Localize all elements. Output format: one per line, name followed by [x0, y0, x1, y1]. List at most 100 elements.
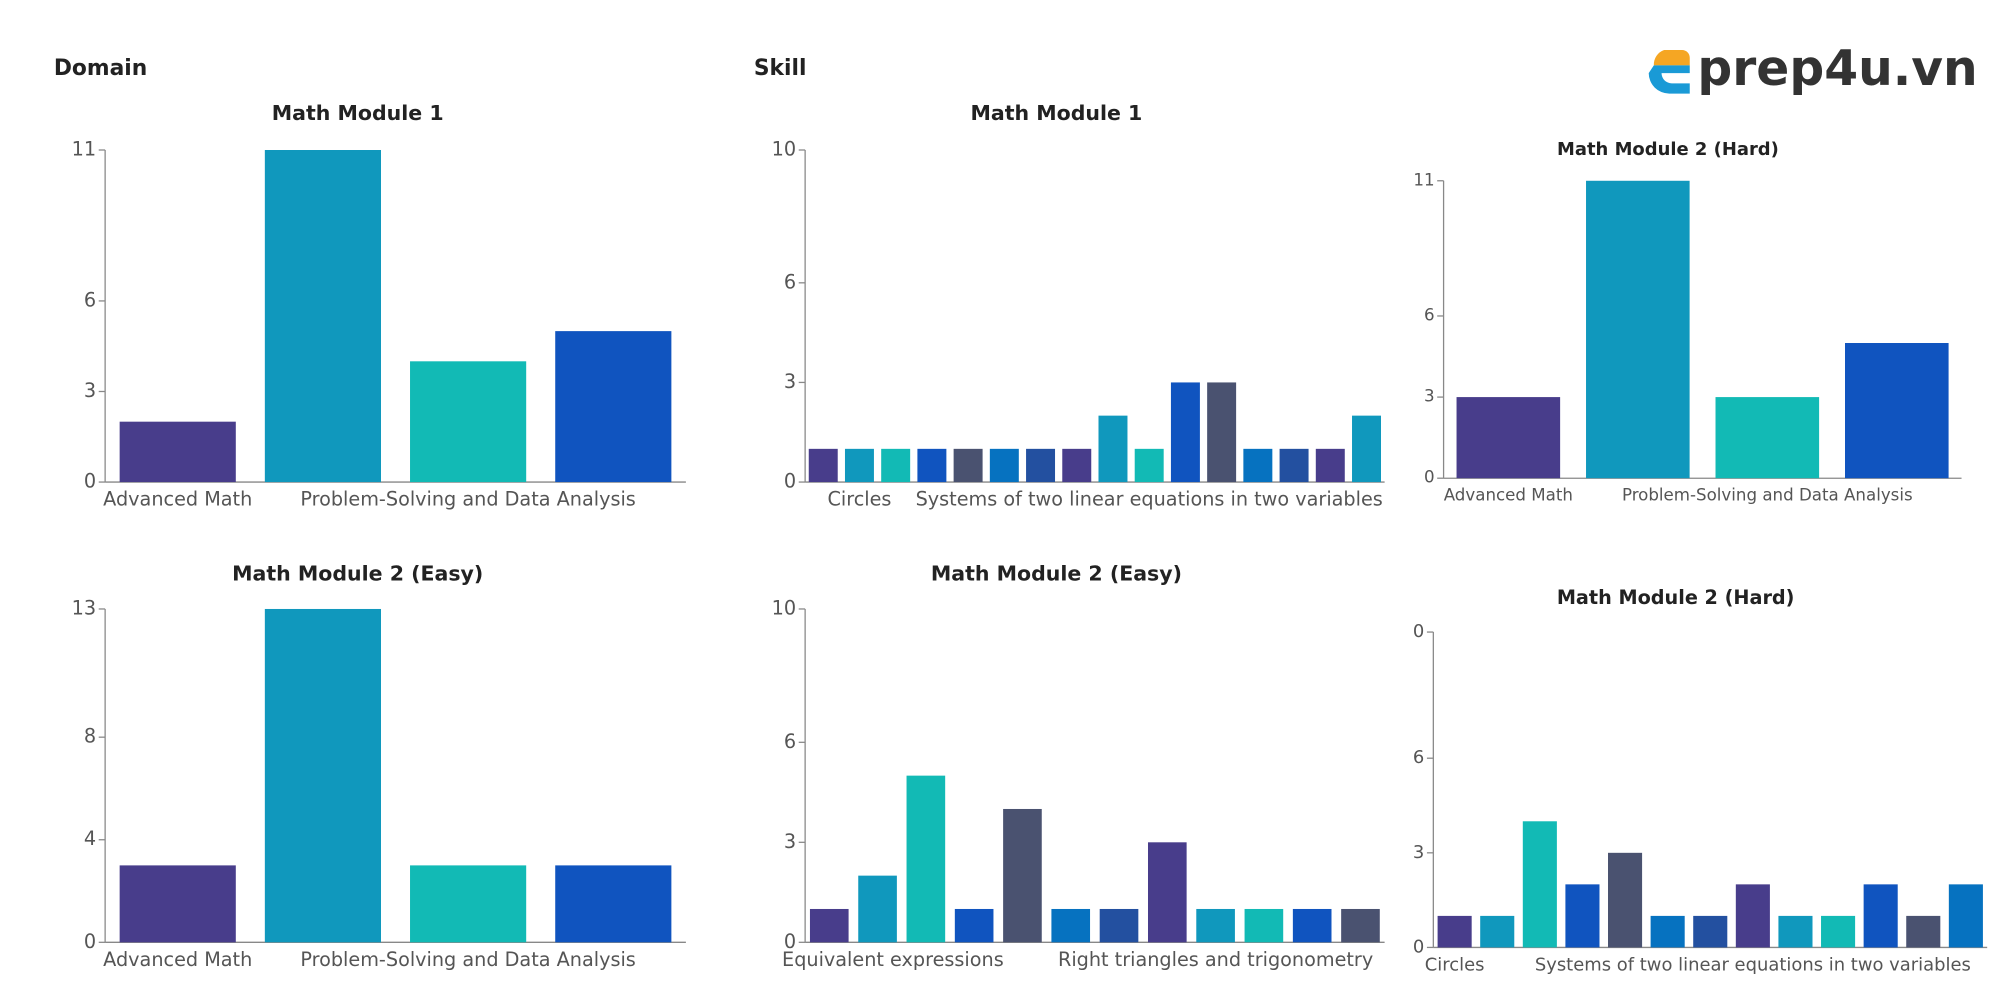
logo: prep4u.vn — [1648, 41, 1978, 97]
logo-icon — [1653, 50, 1690, 66]
bar — [555, 331, 672, 483]
bar — [119, 865, 236, 943]
chart-title: Math Module 1 — [272, 101, 444, 125]
x-tick-label: Problem-Solving and Data Analysis — [300, 488, 635, 511]
x-tick-label: Advanced Math — [103, 948, 252, 971]
y-tick-label: 11 — [72, 137, 96, 160]
bar — [1134, 448, 1164, 483]
bar — [1003, 808, 1042, 943]
y-tick-label: 4 — [84, 827, 96, 850]
y-tick-label: 6 — [784, 270, 796, 293]
bar — [844, 448, 874, 483]
bar — [906, 775, 946, 943]
section-heading: Skill — [754, 56, 807, 81]
y-tick-label: 6 — [1424, 305, 1435, 324]
bar — [1051, 908, 1091, 943]
bar — [989, 448, 1019, 483]
y-tick-label: 0 — [1413, 936, 1424, 957]
x-tick-label: Systems of two linear equations in two v… — [916, 488, 1383, 511]
y-tick-label: 0 — [784, 930, 796, 953]
logo-icon — [1648, 65, 1690, 94]
x-tick-label: Circles — [1425, 954, 1485, 975]
y-tick-label: 6 — [1413, 747, 1424, 768]
bar — [1735, 884, 1770, 948]
y-tick-label: 3 — [784, 830, 796, 853]
bar — [1608, 852, 1643, 948]
bar — [1207, 382, 1237, 483]
bar — [809, 908, 849, 943]
y-tick-label: 3 — [1413, 842, 1424, 863]
bar — [1315, 448, 1345, 483]
bar — [1863, 884, 1898, 948]
bar — [1147, 842, 1187, 943]
x-tick-label: Problem-Solving and Data Analysis — [300, 948, 635, 971]
y-tick-label: 3 — [784, 370, 796, 393]
bar — [1437, 915, 1472, 948]
y-tick-label: 6 — [784, 730, 796, 753]
y-tick-label: 10 — [772, 596, 796, 619]
bar — [1586, 180, 1690, 479]
x-tick-label: Right triangles and trigonometry — [1058, 948, 1373, 971]
bar — [1565, 884, 1600, 948]
y-tick-label: 11 — [1413, 170, 1434, 189]
bar — [1243, 448, 1273, 483]
bar — [953, 448, 983, 483]
bar — [1099, 908, 1139, 943]
y-tick-label: 0 — [84, 930, 96, 953]
logo-text: prep4u.vn — [1697, 41, 1977, 97]
bar — [881, 448, 911, 483]
bar — [1821, 915, 1856, 948]
x-tick-label: Problem-Solving and Data Analysis — [1622, 486, 1913, 505]
chart: Math Module 2 (Hard) 0 3 6 11 Advanced Math Pr… — [1413, 139, 1962, 505]
chart-title: Math Module 1 — [970, 101, 1142, 125]
chart: Math Module 2 (Easy) 0 4 8 13 Advanced Math Pr… — [72, 561, 686, 971]
bar — [1352, 415, 1381, 483]
y-tick-label: 3 — [84, 379, 96, 402]
bar — [1062, 448, 1092, 483]
bar — [1778, 915, 1813, 948]
x-tick-label: Advanced Math — [1444, 486, 1573, 505]
bar — [410, 865, 527, 943]
bar — [1098, 415, 1128, 483]
chart-title: Math Module 2 (Easy) — [931, 561, 1182, 585]
chart: Math Module 1 0 3 6 11 Advanced Math Problem-S… — [72, 101, 686, 511]
section-heading: Domain — [54, 56, 147, 81]
bar — [410, 361, 527, 483]
bar — [1906, 915, 1941, 948]
bar — [1650, 915, 1685, 948]
bar — [1845, 343, 1949, 479]
bar — [1715, 397, 1820, 479]
chart: Math Module 1 0 3 6 10 Circles Systems of two … — [772, 101, 1385, 511]
x-tick-label: Circles — [827, 488, 891, 511]
y-tick-label: 6 — [84, 288, 96, 311]
y-tick-label: 3 — [1424, 387, 1435, 406]
bar — [1170, 382, 1200, 483]
y-tick-label: 10 — [772, 137, 796, 160]
chart-title: Math Module 2 (Hard) — [1557, 139, 1779, 160]
bar — [1292, 908, 1332, 943]
bar — [808, 448, 838, 483]
bar — [555, 865, 672, 943]
bar — [1279, 448, 1309, 483]
bar — [1693, 915, 1728, 948]
chart-title: Math Module 2 (Hard) — [1557, 586, 1795, 609]
bar — [954, 908, 994, 943]
bar — [119, 421, 236, 483]
bar — [264, 608, 381, 943]
x-tick-label: Systems of two linear equations in two v… — [1535, 954, 1971, 975]
x-tick-label: Advanced Math — [103, 488, 252, 511]
bar — [1480, 915, 1515, 948]
bar — [1026, 448, 1056, 483]
bar — [1196, 908, 1235, 943]
y-tick-label: 0 — [784, 470, 796, 493]
y-tick-label: 8 — [84, 725, 96, 748]
x-tick-label: Equivalent expressions — [782, 948, 1004, 971]
bar — [1948, 884, 1983, 948]
bar — [1522, 821, 1557, 948]
bar — [264, 150, 381, 483]
y-tick-label: 0 — [1413, 621, 1424, 642]
chart: Math Module 2 (Easy) 0 3 6 10 Equivalent expr… — [772, 561, 1385, 971]
